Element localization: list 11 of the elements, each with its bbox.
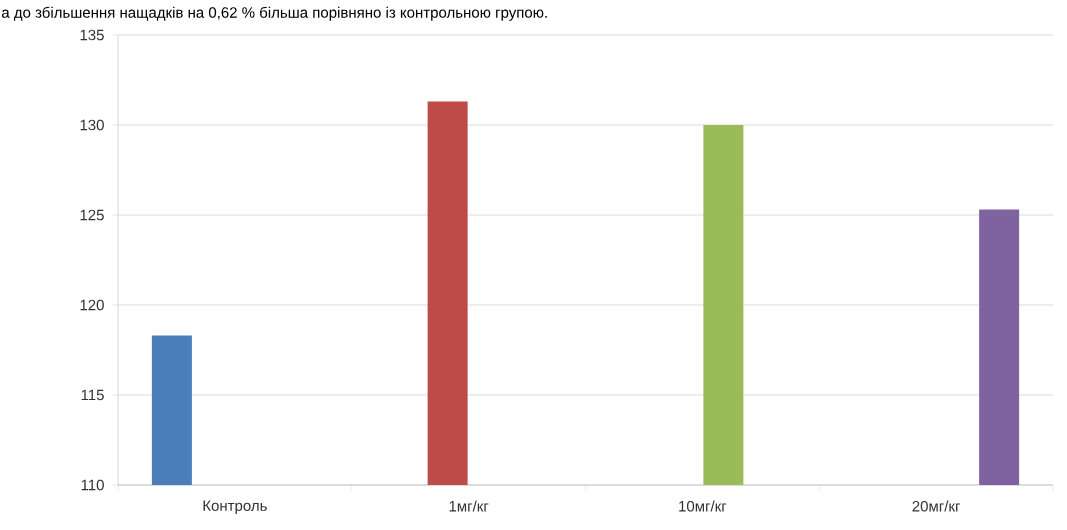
text: а до збільшення нащадків на 0,62 % більша порівняно із контрольною групою. (1, 6, 547, 21)
y-tick-label: 135 (80, 29, 104, 41)
y-tick-label: 130 (80, 119, 104, 131)
y-tick-label: 110 (81, 479, 104, 491)
x-tick-label: 1мг/кг (449, 500, 489, 512)
x-tick-label: Контроль (203, 500, 267, 514)
x-tick-label: 20мг/кг (912, 500, 961, 512)
y-tick-label: 125 (80, 209, 104, 221)
y-tick-label: 115 (81, 389, 104, 401)
x-tick-label: 10мг/кг (679, 500, 727, 512)
y-tick-label: 120 (80, 299, 104, 311)
